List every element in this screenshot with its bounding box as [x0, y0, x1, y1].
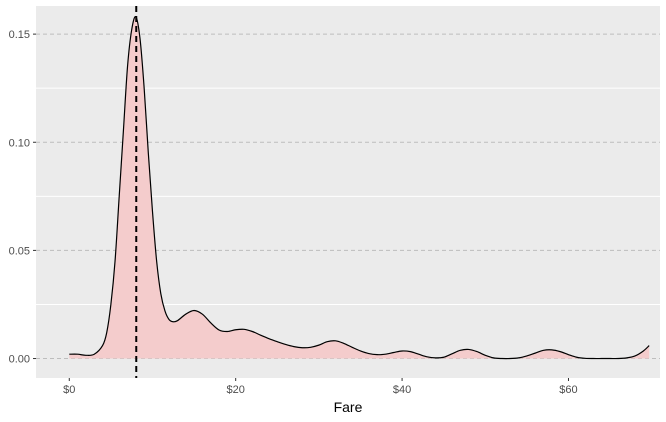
density-line — [69, 16, 650, 360]
y-tick-label: 0.05 — [9, 245, 30, 257]
y-tick-label: 0.00 — [9, 354, 30, 366]
x-tick-label: $40 — [393, 384, 411, 396]
y-tick-label: 0.15 — [9, 29, 30, 41]
x-tick-label: $60 — [559, 384, 577, 396]
y-axis: 0.00 0.05 0.10 0.15 — [9, 29, 36, 366]
x-tick-label: $0 — [63, 384, 75, 396]
x-axis-title: Fare — [334, 399, 363, 415]
x-axis: $0 $20 $40 $60 — [63, 378, 578, 396]
y-tick-label: 0.10 — [9, 137, 30, 149]
x-tick-label: $20 — [227, 384, 245, 396]
density-area — [69, 16, 650, 359]
